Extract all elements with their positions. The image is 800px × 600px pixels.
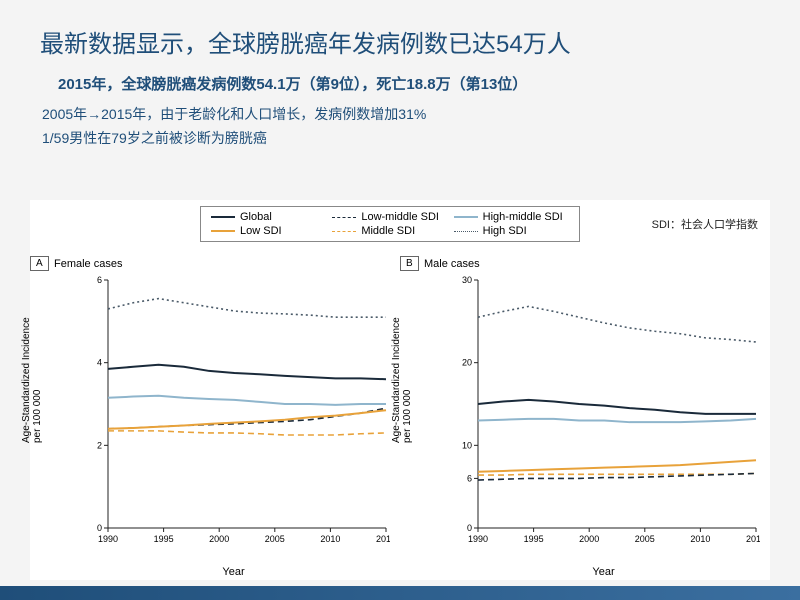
bullet-1: 2005年→2015年，由于老龄化和人口增长，发病例数增加31% xyxy=(42,104,760,124)
legend-label: Low SDI xyxy=(240,225,282,237)
legend-label: Low-middle SDI xyxy=(361,211,439,223)
slide-title: 最新数据显示，全球膀胱癌年发病例数已达54万人 xyxy=(40,24,760,59)
legend-label: High-middle SDI xyxy=(483,211,563,223)
chart-legend: Global Low-middle SDI High-middle SDI Low S… xyxy=(200,206,580,242)
svg-text:2015: 2015 xyxy=(746,534,760,544)
series-line xyxy=(478,473,756,475)
svg-text:30: 30 xyxy=(462,276,472,285)
series-line xyxy=(478,400,756,414)
slide-subtitle: 2015年，全球膀胱癌发病例数54.1万（第9位），死亡18.8万（第13位） xyxy=(58,73,760,94)
panel-a-title: Female cases xyxy=(54,258,122,270)
chart-b: 0 6 10 20 30 1990 1995 2000 2005 2010 2015 xyxy=(456,276,760,546)
svg-text:2010: 2010 xyxy=(320,534,340,544)
legend-item: Low SDI xyxy=(211,225,326,237)
svg-text:6: 6 xyxy=(467,473,472,483)
svg-text:2000: 2000 xyxy=(579,534,599,544)
panel-b: B Male cases Age-Standardized Incidence … xyxy=(400,254,770,580)
svg-text:2005: 2005 xyxy=(265,534,285,544)
legend-swatch xyxy=(454,231,478,232)
svg-text:2015: 2015 xyxy=(376,534,390,544)
panel-b-xlabel: Year xyxy=(592,566,614,578)
legend-swatch xyxy=(454,216,478,218)
svg-text:1995: 1995 xyxy=(524,534,544,544)
legend-item: High-middle SDI xyxy=(454,211,569,223)
panel-b-tag: B xyxy=(400,256,419,271)
svg-text:0: 0 xyxy=(97,523,102,533)
series-line xyxy=(108,396,386,405)
svg-text:1990: 1990 xyxy=(468,534,488,544)
legend-item: Global xyxy=(211,211,326,223)
svg-text:2: 2 xyxy=(97,440,102,450)
svg-text:2000: 2000 xyxy=(209,534,229,544)
svg-text:2010: 2010 xyxy=(690,534,710,544)
svg-text:20: 20 xyxy=(462,358,472,368)
series-line xyxy=(108,365,386,379)
figure-container: Global Low-middle SDI High-middle SDI Low S… xyxy=(30,200,770,580)
legend-swatch xyxy=(211,230,235,232)
svg-text:10: 10 xyxy=(462,440,472,450)
legend-label: Middle SDI xyxy=(361,225,415,237)
panel-a: A Female cases Age-Standardized Incidenc… xyxy=(30,254,400,580)
chart-a: 0 2 4 6 1990 1995 2000 2005 2010 2015 xyxy=(86,276,390,546)
bullet-2: 1/59男性在79岁之前被诊断为膀胱癌 xyxy=(42,128,760,148)
series-line xyxy=(478,419,756,422)
svg-text:4: 4 xyxy=(97,358,102,368)
legend-item: Middle SDI xyxy=(332,225,447,237)
legend-item: High SDI xyxy=(454,225,569,237)
slide-header: 最新数据显示，全球膀胱癌年发病例数已达54万人 2015年，全球膀胱癌发病例数5… xyxy=(0,0,800,162)
legend-swatch xyxy=(211,216,235,218)
legend-swatch xyxy=(332,231,356,232)
series-line xyxy=(478,306,756,342)
panel-b-title: Male cases xyxy=(424,258,480,270)
series-line xyxy=(108,299,386,318)
svg-text:2005: 2005 xyxy=(635,534,655,544)
svg-text:1990: 1990 xyxy=(98,534,118,544)
series-line xyxy=(108,410,386,429)
series-line xyxy=(478,460,756,472)
sdi-note: SDI：社会人口学指数 xyxy=(652,216,758,232)
legend-swatch xyxy=(332,217,356,218)
legend-item: Low-middle SDI xyxy=(332,211,447,223)
svg-text:0: 0 xyxy=(467,523,472,533)
panel-a-tag: A xyxy=(30,256,49,271)
legend-label: Global xyxy=(240,211,272,223)
series-line xyxy=(108,408,386,429)
legend-label: High SDI xyxy=(483,225,527,237)
panel-a-xlabel: Year xyxy=(222,566,244,578)
svg-text:6: 6 xyxy=(97,276,102,285)
svg-text:1995: 1995 xyxy=(154,534,174,544)
series-line xyxy=(108,431,386,435)
slide-footer-bar xyxy=(0,586,800,600)
